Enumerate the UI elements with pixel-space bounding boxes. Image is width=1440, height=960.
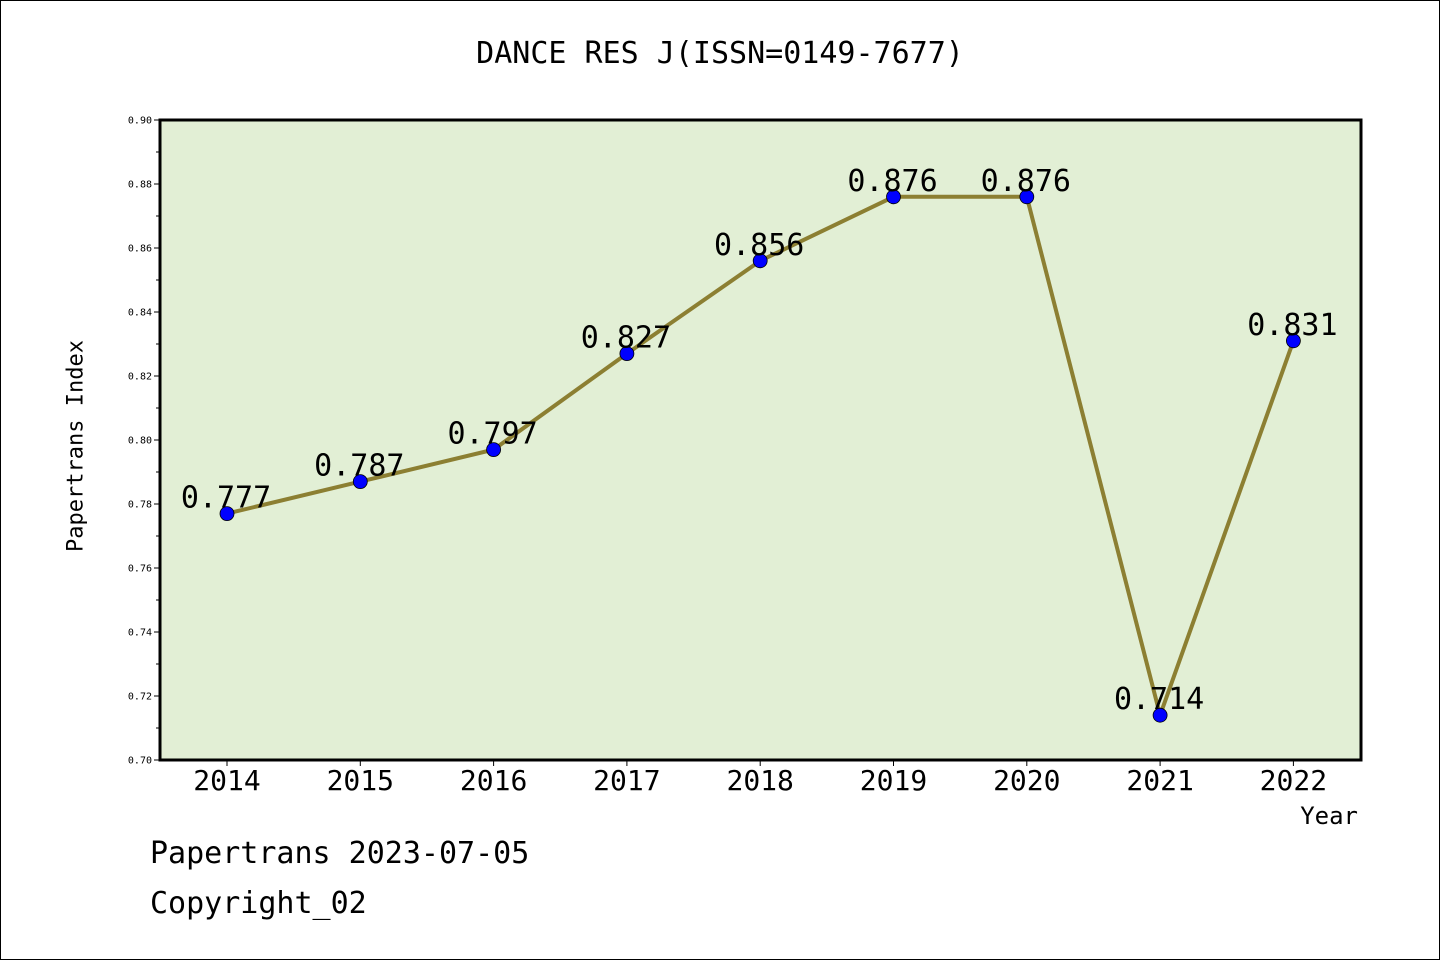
y-tick-label: 0.88: [128, 180, 152, 191]
y-tick-label: 0.76: [128, 564, 152, 575]
y-tick-label: 0.78: [128, 500, 152, 511]
x-axis: 2014 2015 2016 2017 2018 2019 2020 2021 2022: [193, 760, 1327, 797]
plot-area: [158, 118, 1363, 762]
x-tick-label: 2020: [993, 764, 1060, 797]
x-tick-label: 2018: [726, 764, 793, 797]
data-point: [752, 253, 768, 269]
x-axis-label: Year: [1300, 802, 1358, 830]
footer-date: Papertrans 2023-07-05: [150, 836, 530, 871]
footer-copyright: Copyright_02: [150, 886, 367, 921]
x-tick-label: 2022: [1260, 764, 1327, 797]
y-tick-label: 0.70: [128, 756, 152, 767]
data-label: 0.876: [847, 164, 937, 199]
data-label: 0.856: [714, 228, 804, 263]
data-point: [619, 346, 635, 362]
chart-title: DANCE RES J(ISSN=0149-7677): [476, 36, 964, 71]
data-point: [1019, 189, 1035, 205]
data-point: [352, 474, 368, 490]
x-tick-label: 2016: [460, 764, 527, 797]
x-tick-label: 2015: [327, 764, 394, 797]
y-tick-label: 0.82: [128, 372, 152, 383]
y-tick-label: 0.90: [128, 116, 152, 127]
data-label: 0.714: [1114, 682, 1204, 717]
x-tick-label: 2017: [593, 764, 660, 797]
data-labels: 0.777 0.787 0.797 0.827 0.856 0.876 0.876 0.714…: [181, 164, 1338, 717]
data-points: [219, 189, 1301, 723]
data-label: 0.827: [581, 321, 671, 356]
data-label: 0.797: [447, 417, 537, 452]
x-tick-label: 2021: [1126, 764, 1193, 797]
data-point: [886, 189, 901, 205]
y-tick-label: 0.72: [128, 692, 152, 703]
data-point: [1152, 707, 1168, 723]
y-tick-label: 0.86: [128, 244, 152, 255]
y-tick-label: 0.80: [128, 436, 152, 447]
data-label: 0.831: [1247, 308, 1337, 343]
data-point: [486, 442, 502, 458]
x-tick-label: 2014: [193, 764, 260, 797]
y-axis: 0.70 0.72 0.74 0.76 0.78 0.80 0.82 0.84 0.86 0.88…: [128, 116, 160, 767]
data-label: 0.876: [981, 164, 1071, 199]
y-tick-label: 0.74: [128, 628, 152, 639]
y-tick-label: 0.84: [128, 308, 152, 319]
data-point: [1286, 333, 1301, 349]
data-point: [219, 506, 235, 521]
x-tick-label: 2019: [860, 764, 927, 797]
data-label: 0.777: [181, 481, 271, 516]
data-label: 0.787: [314, 449, 404, 484]
